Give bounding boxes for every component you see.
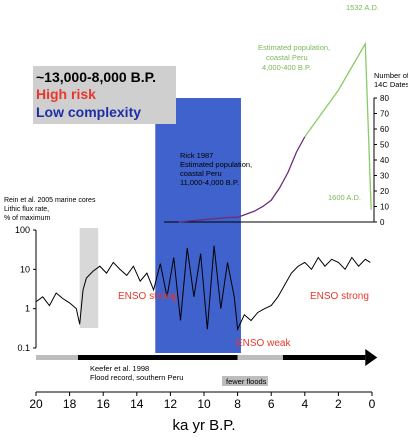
pop-tick-label: 80 [380,94,389,103]
x-tick-label: 0 [369,397,376,411]
label-rick-1: Rick 1987 [180,151,213,160]
flux-ylabel-1: Lithic flux rate, [4,206,49,213]
flux-axis: 100 10 1 0.1 Rein et al. 2005 marine cores Li… [4,197,96,353]
flood-title: Keefer et al. 1998 [90,364,149,373]
enso-strong-left: ENSO strong [118,291,177,302]
pop-tick-label: 70 [380,110,389,119]
flood-segment-0 [36,355,78,360]
x-tick-label: 2 [335,397,342,411]
label-1532: 1532 A.D. [346,3,379,12]
label-est-3: 4,000-400 B.P. [262,63,311,72]
fewer-floods-label: fewer floods [226,377,267,386]
x-tick-label: 16 [97,397,111,411]
x-tick-label: 4 [301,397,308,411]
enso-strong-right: ENSO strong [310,291,369,302]
flux-ylabel-2: % of maximum [4,215,50,222]
flood-arrowhead [365,349,378,366]
flux-title: Rein et al. 2005 marine cores [4,197,96,204]
flux-tick-label: 1 [25,304,30,314]
flux-series: ENSO strong ENSO weak ENSO strong [35,245,371,349]
pop-series-0 [178,136,306,223]
pop-tick-label: 40 [380,156,389,165]
population-lines: 1532 A.D.1600 A.D.Estimated population,c… [178,3,379,223]
label-rick-2: Estimated population, [180,160,252,169]
flux-tick-label: 0.1 [17,343,30,353]
x-tick-label: 6 [268,397,275,411]
x-tick-label: 8 [234,397,241,411]
label-1600: 1600 A.D. [328,193,361,202]
fewer-floods-bg [222,376,268,386]
x-axis-title: ka yr B.P. [172,417,235,434]
blue-band [155,98,241,353]
risk-high-label: High risk [36,86,96,102]
pop-tick-label: 0 [380,218,385,227]
x-tick-label: 10 [197,397,211,411]
pop-tick-label: 60 [380,125,389,134]
x-axis: 20 18 16 14 12 10 8 6 4 2 0ka yr B.P. [29,391,376,434]
gray-band [79,228,99,328]
label-rick-4: 11,000-4,000 B.P. [180,178,239,187]
label-rick-3: coastal Peru [180,169,222,178]
x-tick-label: 14 [130,397,144,411]
risk-title: ~13,000-8,000 B.P. [36,69,157,85]
x-tick-label: 18 [63,397,77,411]
risk-low-label: Low complexity [36,104,142,120]
pop-tick-label: 10 [380,203,389,212]
flood-segment-2 [237,355,283,360]
pop-tick-label: 20 [380,187,389,196]
pop-series-1 [304,41,372,210]
flux-tick-label: 10 [20,264,30,274]
flood-segment-1 [78,355,238,360]
flux-series-line [35,245,371,332]
x-tick-label: 20 [29,397,43,411]
pop-ylabel-2: 14C Dates [374,80,408,89]
x-tick-label: 12 [164,397,178,411]
pop-tick-label: 50 [380,141,389,150]
label-est-2: coastal Peru [266,53,308,62]
enso-weak: ENSO weak [236,338,291,349]
flood-segment-3 [282,355,366,360]
pop-tick-label: 30 [380,172,389,181]
label-est-1: Estimated population, [258,43,330,52]
flux-tick-label: 100 [15,225,30,235]
risk-box [33,66,176,124]
flood-subtitle: Flood record, southern Peru [90,373,183,382]
bands [79,98,241,353]
pop-ylabel-1: Number of [374,71,408,80]
